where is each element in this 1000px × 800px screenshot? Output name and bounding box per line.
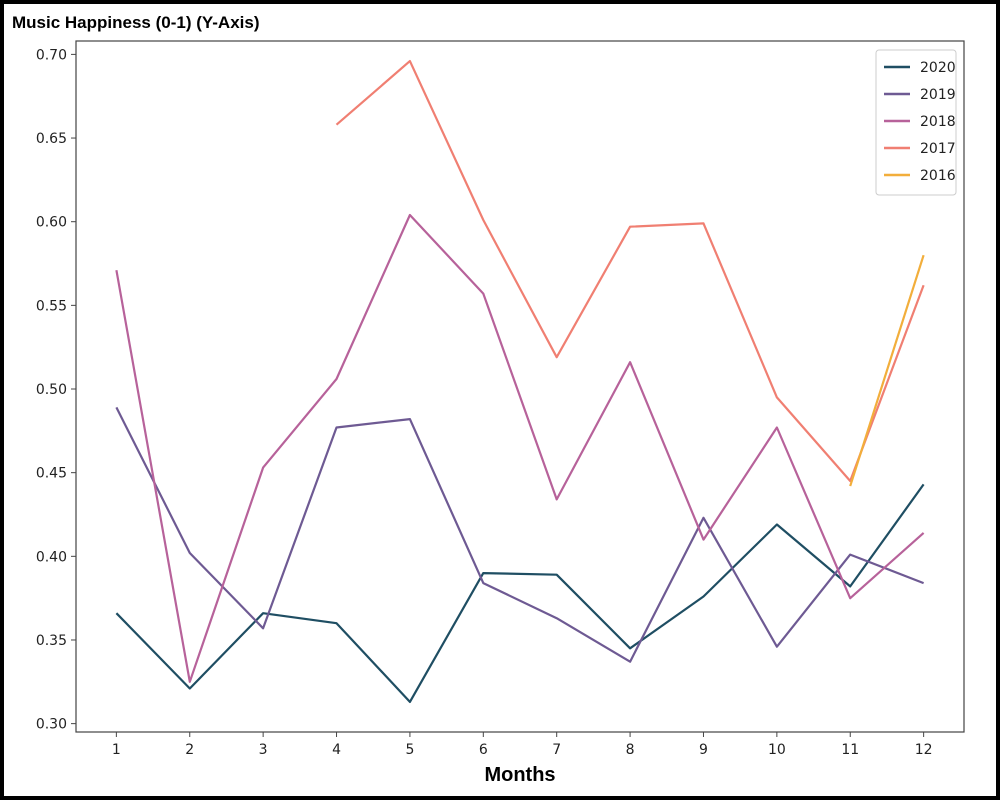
y-tick-label: 0.65	[36, 131, 67, 147]
x-tick-label: 12	[915, 742, 933, 758]
legend-label-2018: 2018	[920, 114, 956, 130]
y-axis-title: Music Happiness (0-1) (Y-Axis)	[12, 13, 260, 32]
x-ticks: 1 2 3 4 5 6 7 8 9 10 11 12	[112, 732, 933, 758]
legend: 2020 2019 2018 2017 2016	[875, 49, 957, 196]
legend-label-2016: 2016	[920, 168, 956, 184]
y-tick-label: 0.40	[36, 549, 67, 565]
y-tick-label: 0.70	[36, 47, 67, 63]
y-tick-label: 0.55	[36, 298, 67, 314]
x-tick-label: 5	[405, 742, 414, 758]
x-tick-label: 8	[626, 742, 635, 758]
series-line-2018	[115, 213, 925, 683]
legend-label-2020: 2020	[920, 60, 956, 76]
legend-label-2019: 2019	[920, 87, 956, 103]
series-line-2017	[335, 59, 925, 483]
y-ticks: 0.30 0.35 0.40 0.45 0.50 0.55 0.60 0.65 0.70	[36, 47, 76, 733]
x-tick-label: 11	[841, 742, 859, 758]
y-tick-label: 0.60	[36, 215, 67, 231]
legend-label-2017: 2017	[920, 141, 956, 157]
series-lines	[115, 59, 925, 704]
x-tick-label: 7	[552, 742, 561, 758]
y-tick-label: 0.30	[36, 717, 67, 733]
y-tick-label: 0.35	[36, 633, 67, 649]
series-line-2020	[115, 483, 925, 704]
x-tick-label: 6	[479, 742, 488, 758]
plot-area-border	[75, 40, 965, 733]
x-tick-label: 1	[112, 742, 121, 758]
y-tick-label: 0.45	[36, 466, 67, 482]
legend-box	[875, 49, 957, 196]
series-line-2019	[115, 406, 924, 663]
x-tick-label: 9	[699, 742, 708, 758]
x-tick-label: 4	[332, 742, 341, 758]
x-axis-title: Months	[484, 764, 556, 786]
x-tick-label: 2	[185, 742, 194, 758]
x-tick-label: 3	[259, 742, 268, 758]
series-line-2016	[849, 254, 925, 487]
y-tick-label: 0.50	[36, 382, 67, 398]
x-tick-label: 10	[768, 742, 786, 758]
